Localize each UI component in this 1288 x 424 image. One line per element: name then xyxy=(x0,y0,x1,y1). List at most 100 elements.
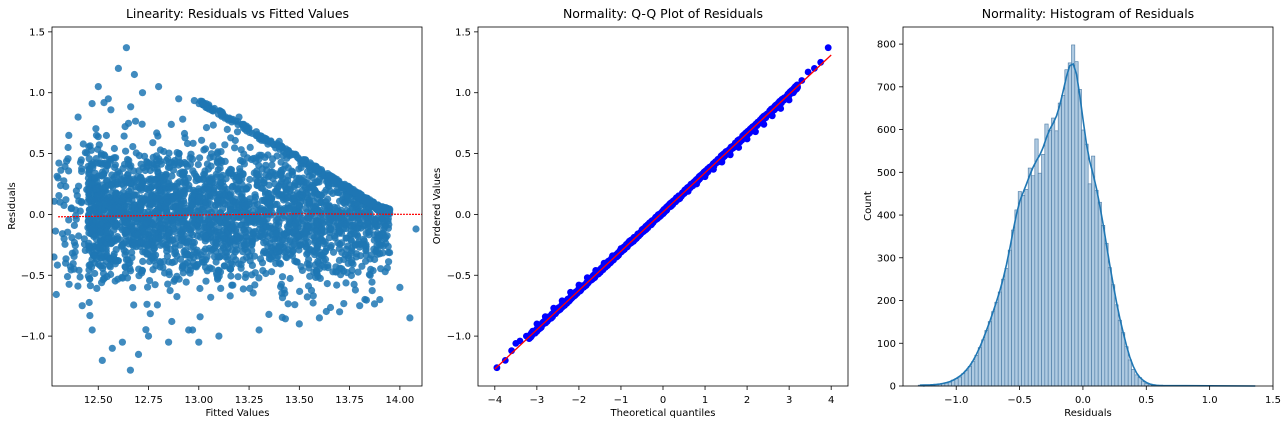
scatter-point xyxy=(132,218,140,226)
qq-point xyxy=(609,252,616,260)
scatter-point xyxy=(226,194,234,202)
scatter-point xyxy=(209,153,217,161)
scatter-point xyxy=(202,201,210,209)
scatter-point xyxy=(296,209,304,217)
scatter-point xyxy=(146,277,154,285)
histogram-bar xyxy=(1054,130,1059,387)
scatter-point xyxy=(333,281,341,289)
scatter-point xyxy=(220,234,228,243)
scatter-point xyxy=(313,178,321,186)
scatter-point xyxy=(122,248,130,256)
scatter-point xyxy=(336,308,344,316)
scatter-point xyxy=(231,144,239,152)
scatter-point xyxy=(55,192,63,200)
scatter-point xyxy=(266,229,274,237)
scatter-point xyxy=(74,282,82,290)
scatter-point xyxy=(333,268,341,276)
histogram-bar xyxy=(1101,225,1106,387)
scatter-point xyxy=(139,178,147,186)
x-tick-label: −3 xyxy=(529,395,544,406)
scatter-point xyxy=(307,192,315,200)
scatter-point xyxy=(57,166,65,174)
scatter-point xyxy=(102,131,110,140)
scatter-point xyxy=(99,244,107,253)
scatter-point xyxy=(144,332,153,340)
scatter-point xyxy=(72,187,80,195)
scatter-point xyxy=(227,166,236,174)
scatter-point xyxy=(227,272,235,280)
scatter-point xyxy=(152,251,160,259)
scatter-point xyxy=(88,100,96,108)
scatter-point xyxy=(130,167,138,175)
histogram-bar xyxy=(971,361,976,387)
scatter-point xyxy=(320,188,329,197)
scatter-point xyxy=(138,89,147,97)
scatter-point xyxy=(229,281,237,289)
scatter-point xyxy=(85,206,94,214)
scatter-point xyxy=(236,168,244,176)
scatter-point xyxy=(184,174,192,182)
scatter-point xyxy=(218,197,226,205)
x-tick-label: −1.0 xyxy=(944,395,968,406)
scatter-point xyxy=(156,225,164,233)
scatter-point xyxy=(206,264,214,272)
scatter-point xyxy=(160,215,168,223)
scatter-point xyxy=(382,233,390,241)
scatter-point xyxy=(110,226,118,234)
scatter-point xyxy=(181,134,189,142)
scatter-point xyxy=(120,132,128,140)
scatter-point xyxy=(207,293,215,301)
scatter-point xyxy=(145,257,154,265)
y-tick-label: 500 xyxy=(877,168,896,179)
scatter-point xyxy=(153,301,161,309)
scatter-point xyxy=(210,184,218,192)
scatter-point xyxy=(81,246,89,254)
scatter-point xyxy=(128,248,136,257)
scatter-point xyxy=(284,194,292,202)
scatter-point xyxy=(164,280,172,288)
scatter-point xyxy=(292,258,300,266)
scatter-point xyxy=(351,189,359,197)
scatter-point xyxy=(83,149,91,157)
scatter-point xyxy=(168,172,176,180)
scatter-point xyxy=(196,284,204,293)
scatter-point xyxy=(129,284,137,292)
scatter-point xyxy=(131,204,139,212)
scatter-point xyxy=(144,283,152,291)
scatter-point xyxy=(232,198,240,207)
scatter-point xyxy=(358,262,366,270)
scatter-point xyxy=(146,166,154,175)
scatter-point xyxy=(369,267,377,275)
x-tick-label: 1.5 xyxy=(1265,395,1281,406)
qq-point xyxy=(693,180,700,188)
scatter-point xyxy=(222,175,230,183)
scatter-point xyxy=(286,274,294,283)
scatter-point xyxy=(72,215,80,223)
scatter-point xyxy=(284,147,292,155)
scatter-point xyxy=(218,110,227,118)
y-tick-label: 700 xyxy=(877,82,896,93)
scatter-point xyxy=(313,164,321,172)
scatter-point xyxy=(53,261,62,269)
scatter-point xyxy=(235,113,243,121)
scatter-point xyxy=(255,220,263,228)
scatter-point xyxy=(78,165,86,173)
histogram-bar xyxy=(967,366,972,387)
scatter-point xyxy=(209,142,217,150)
scatter-point xyxy=(85,275,94,283)
scatter-point xyxy=(342,279,350,287)
scatter-point xyxy=(182,278,190,286)
scatter-point xyxy=(326,226,334,234)
scatter-point xyxy=(343,269,351,277)
qq-point xyxy=(785,96,793,104)
scatter-point xyxy=(163,232,171,241)
x-tick-label: 12.50 xyxy=(84,395,113,406)
scatter-point xyxy=(193,261,201,269)
scatter-point xyxy=(52,253,58,261)
scatter-point xyxy=(246,252,254,260)
scatter-point xyxy=(151,181,159,189)
scatter-point xyxy=(221,141,229,149)
scatter-point xyxy=(68,249,76,257)
scatter-point xyxy=(220,262,228,270)
scatter-point xyxy=(193,246,201,254)
